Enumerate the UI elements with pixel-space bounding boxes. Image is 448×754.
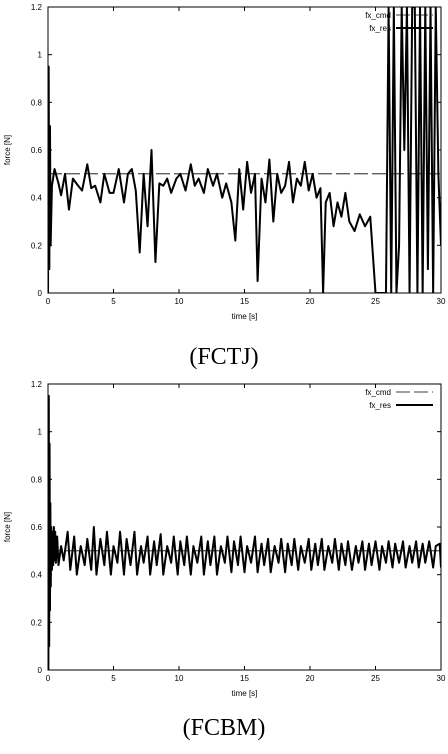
plot-frame: [47, 6, 442, 294]
x-tick-label: 30: [437, 297, 446, 306]
y-tick-label: 0.4: [31, 571, 43, 580]
y-tick-label: 0.8: [31, 98, 43, 107]
y-tick-label: 0.2: [31, 241, 43, 250]
legend-label-fx-cmd: fx_cmd: [365, 388, 391, 397]
chart-caption-fcbm: (FCBM): [182, 715, 266, 741]
x-tick-label: 5: [111, 297, 116, 306]
y-tick-label: 1.2: [31, 380, 43, 389]
force-chart-fctj: 0 5 10 15 20 25 30 0 0.2 0.4 0.6 0.8 1 1.2 time [s] for…: [3, 3, 446, 321]
legend-label-fx-res: fx_res: [369, 401, 391, 410]
x-tick-label: 5: [111, 674, 116, 683]
x-tick-label: 25: [371, 674, 380, 683]
x-tick-label: 10: [175, 674, 184, 683]
x-axis-label: time [s]: [232, 689, 258, 698]
x-tick-label: 10: [175, 297, 184, 306]
y-tick-label: 0: [38, 289, 43, 298]
x-tick-label: 0: [46, 674, 51, 683]
legend-label-fx-res: fx_res: [369, 24, 391, 33]
y-tick-label: 0: [38, 666, 43, 675]
series-line-fx-res: [48, 394, 441, 670]
legend-label-fx-cmd: fx_cmd: [365, 11, 391, 20]
y-axis-label: force [N]: [3, 135, 12, 165]
y-tick-label: 0.6: [31, 523, 43, 532]
y-tick-label: 1: [38, 428, 43, 437]
y-tick-label: 1.2: [31, 3, 43, 12]
plot-frame: [47, 383, 442, 671]
chart-panel-fctj: 0 5 10 15 20 25 30 0 0.2 0.4 0.6 0.8 1 1.2 time [s] for…: [3, 3, 446, 370]
x-tick-label: 15: [240, 674, 249, 683]
x-tick-label: 20: [306, 674, 315, 683]
y-tick-label: 0.8: [31, 475, 43, 484]
x-axis-label: time [s]: [232, 312, 258, 321]
x-tick-label: 15: [240, 297, 249, 306]
y-tick-label: 0.6: [31, 146, 43, 155]
series-line-fx-res: [48, 7, 441, 293]
chart-panel-fcbm: 0 5 10 15 20 25 30 0 0.2 0.4 0.6 0.8 1 1.2 time [s] for…: [0, 377, 448, 754]
y-tick-label: 0.4: [31, 194, 43, 203]
y-axis-label: force [N]: [3, 512, 12, 542]
x-tick-label: 30: [437, 674, 446, 683]
y-tick-label: 1: [38, 51, 43, 60]
x-tick-label: 20: [306, 297, 315, 306]
x-tick-label: 0: [46, 297, 51, 306]
y-tick-label: 0.2: [31, 618, 43, 627]
chart-caption-fctj: (FCTJ): [189, 344, 259, 370]
x-tick-label: 25: [371, 297, 380, 306]
force-chart-fcbm: 0 5 10 15 20 25 30 0 0.2 0.4 0.6 0.8 1 1.2 time [s] for…: [3, 380, 446, 698]
